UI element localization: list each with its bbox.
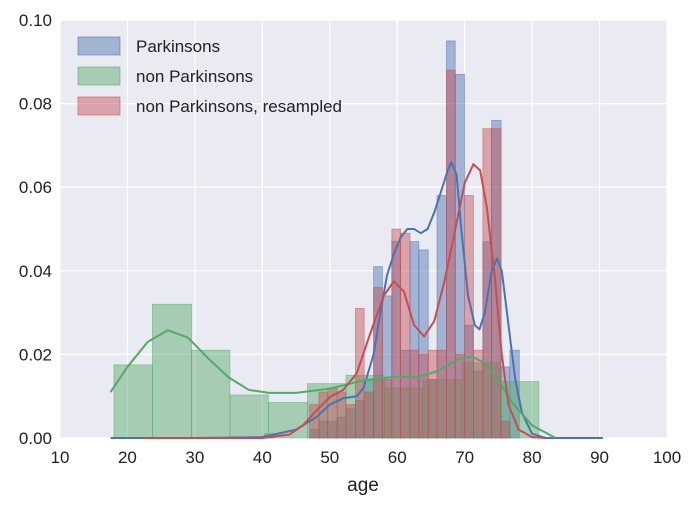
y-tick-label: 0.10 — [19, 11, 52, 30]
histogram-bar-series-3 — [409, 349, 420, 439]
legend: Parkinsons non Parkinsons non Parkinsons, … — [77, 36, 342, 116]
histogram-bar-series-3 — [400, 232, 411, 439]
legend-swatch-series-1 — [77, 36, 121, 56]
legend-label-series-1: Parkinsons — [136, 37, 220, 56]
x-tick-label: 30 — [185, 448, 204, 467]
x-tick-label: 100 — [653, 448, 681, 467]
legend-swatch-series-2 — [77, 66, 121, 86]
histogram-bar-series-3 — [345, 404, 356, 439]
histogram-bar-series-3 — [391, 228, 401, 439]
histogram-bar-series-2 — [268, 402, 308, 439]
x-tick-label: 60 — [388, 448, 407, 467]
x-tick-label: 20 — [118, 448, 137, 467]
x-tick-label: 10 — [51, 448, 70, 467]
x-axis-title: age — [347, 475, 379, 496]
histogram-bars — [113, 40, 540, 439]
tick-labels: 10 20 30 40 50 60 70 80 90 100 0.00 0.02 0.04 0.06 0.0… — [19, 11, 681, 467]
histogram-bar-series-3 — [363, 391, 375, 439]
y-tick-label: 0.00 — [19, 429, 52, 448]
histogram-bar-series-3 — [436, 349, 447, 439]
x-tick-label: 40 — [253, 448, 272, 467]
y-tick-label: 0.08 — [19, 95, 52, 114]
legend-label-series-3: non Parkinsons, resampled — [136, 97, 342, 116]
y-tick-label: 0.06 — [19, 178, 52, 197]
histogram-bar-series-3 — [473, 349, 484, 439]
histogram-bar-series-2 — [191, 349, 231, 439]
x-tick-label: 50 — [320, 448, 339, 467]
histogram-bar-series-3 — [381, 379, 393, 439]
y-tick-label: 0.04 — [19, 262, 52, 281]
histogram-bar-series-2 — [151, 303, 192, 439]
histogram-bar-series-2 — [345, 374, 385, 439]
plot-background — [60, 20, 667, 438]
kde-line-series-3 — [144, 163, 546, 439]
kde-line-series-1 — [110, 161, 603, 439]
histogram-bar-series-3 — [318, 391, 329, 439]
x-tick-label: 80 — [523, 448, 542, 467]
x-tick-label: 70 — [455, 448, 474, 467]
kde-lines — [109, 161, 603, 439]
y-tick-label: 0.02 — [19, 345, 52, 364]
legend-swatch-series-3 — [77, 96, 121, 116]
histogram-bar-series-2 — [113, 364, 153, 439]
histogram-bar-series-3 — [427, 349, 438, 439]
histogram-bar-series-2 — [229, 394, 269, 439]
histogram-bar-series-3 — [500, 420, 511, 439]
histogram-bar-series-3 — [418, 353, 429, 439]
histogram-bar-series-3 — [454, 353, 466, 439]
histogram-bar-series-3 — [355, 308, 365, 439]
legend-label-series-2: non Parkinsons — [136, 67, 253, 86]
histogram-bar-series-3 — [373, 287, 383, 439]
x-tick-label: 90 — [590, 448, 609, 467]
